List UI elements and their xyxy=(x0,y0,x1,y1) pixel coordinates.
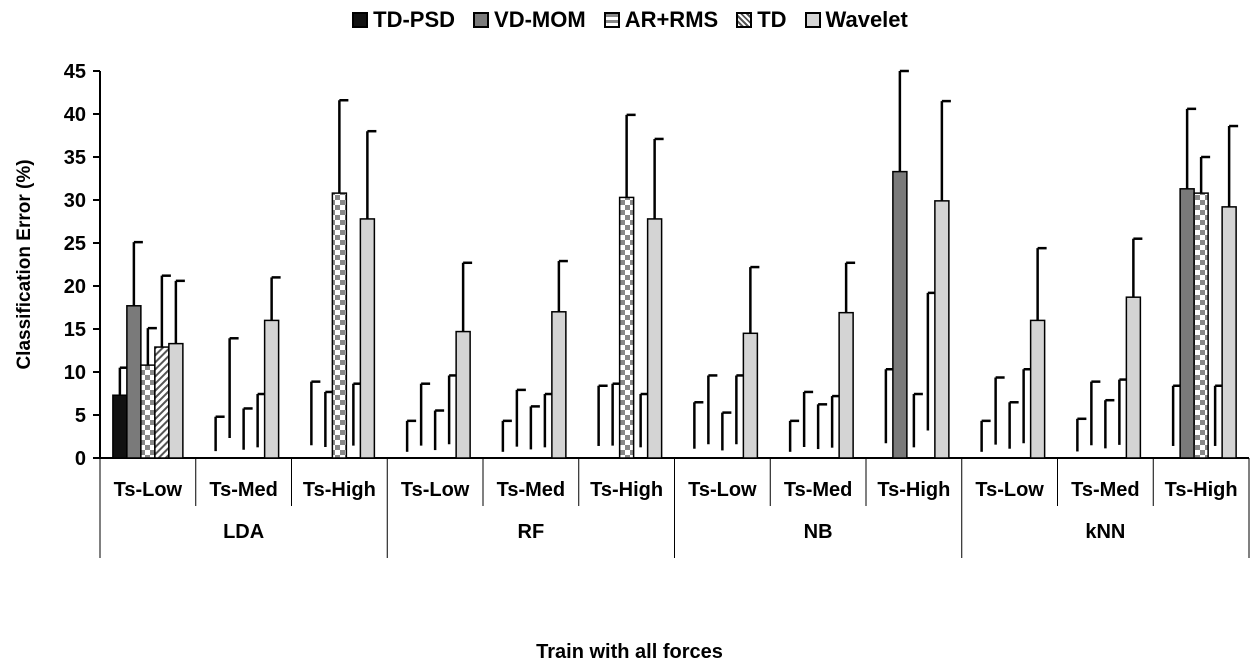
bar xyxy=(455,330,471,459)
y-tick-label: 5 xyxy=(75,405,86,427)
bar xyxy=(263,319,280,459)
category-label: Ts-High xyxy=(1165,479,1238,501)
y-tick-label: 45 xyxy=(64,61,86,83)
bar xyxy=(646,218,663,459)
category-label: Ts-Low xyxy=(975,479,1044,501)
bar xyxy=(551,311,567,459)
bar xyxy=(1125,296,1142,459)
group-label: RF xyxy=(518,521,545,543)
legend-swatch-ar-rms xyxy=(603,12,620,28)
group-label: kNN xyxy=(1085,521,1125,543)
bar xyxy=(1029,319,1046,459)
bar xyxy=(140,364,156,459)
y-tick-label: 15 xyxy=(64,319,86,341)
category-label: Ts-Med xyxy=(1071,479,1140,501)
bar xyxy=(126,305,142,459)
legend-swatch-td xyxy=(736,12,753,28)
y-axis-title: Classification Error (%) xyxy=(14,159,35,369)
y-tick-label: 10 xyxy=(64,362,86,384)
category-label: Ts-High xyxy=(877,479,950,501)
legend-label-wavelet: Wavelet xyxy=(825,7,908,32)
category-label: Ts-Med xyxy=(497,479,566,501)
legend-swatch-vd-mom xyxy=(473,12,490,28)
group-label: LDA xyxy=(223,521,264,543)
category-label: Ts-Low xyxy=(114,479,183,501)
category-label: Ts-Med xyxy=(209,479,278,501)
bar xyxy=(154,346,170,459)
legend-item-td: TD xyxy=(736,7,787,33)
bar xyxy=(892,170,908,459)
legend-item-wavelet: Wavelet xyxy=(804,7,908,33)
category-label: Ts-Low xyxy=(401,479,470,501)
legend-item-ar-rms: AR+RMS xyxy=(603,7,719,33)
bar xyxy=(742,332,759,459)
legend-label-ar-rms: AR+RMS xyxy=(624,7,719,32)
bar xyxy=(618,196,635,459)
legend-swatch-wavelet xyxy=(804,12,821,28)
legend: TD-PSD VD-MOM AR+RMS TD Wavelet xyxy=(280,4,980,36)
bar xyxy=(168,342,184,459)
category-label: Ts-Low xyxy=(688,479,757,501)
y-tick-label: 30 xyxy=(64,190,86,212)
y-tick-label: 40 xyxy=(64,104,86,126)
legend-item-td-psd: TD-PSD xyxy=(352,7,455,33)
category-label: Ts-Med xyxy=(784,479,853,501)
bar xyxy=(1221,206,1237,459)
legend-item-vd-mom: VD-MOM xyxy=(473,7,586,33)
y-tick-label: 20 xyxy=(64,276,86,298)
legend-swatch-td-psd xyxy=(352,12,369,28)
group-label: NB xyxy=(804,521,833,543)
category-label: Ts-High xyxy=(303,479,376,501)
legend-label-td: TD xyxy=(757,7,787,32)
bar xyxy=(934,200,950,459)
y-tick-label: 25 xyxy=(64,233,86,255)
bar xyxy=(1179,188,1195,459)
x-axis-title: Train with all forces xyxy=(536,641,723,663)
legend-label-td-psd: TD-PSD xyxy=(373,7,456,32)
y-tick-label: 35 xyxy=(64,147,86,169)
y-tick-label: 0 xyxy=(75,448,86,470)
legend-label-vd-mom: VD-MOM xyxy=(494,7,586,32)
bar xyxy=(359,218,376,459)
bar xyxy=(112,394,128,459)
bar xyxy=(1193,192,1209,459)
bar xyxy=(838,311,854,459)
category-label: Ts-High xyxy=(590,479,663,501)
bar xyxy=(331,192,348,459)
